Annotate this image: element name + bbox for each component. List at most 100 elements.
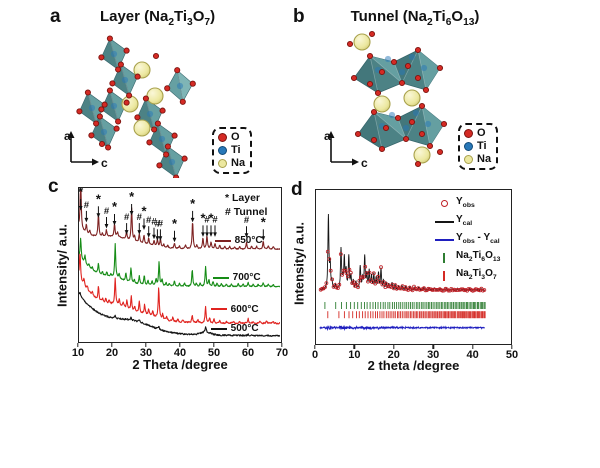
panel-a-axis-a-label: a bbox=[64, 129, 71, 143]
yobs-point bbox=[397, 286, 402, 291]
oxygen-atom bbox=[422, 86, 430, 94]
panel-b-letter: b bbox=[293, 6, 305, 27]
subscript-text: 7 bbox=[492, 274, 497, 281]
octahedron-edge bbox=[369, 55, 403, 84]
oxygen-atom bbox=[436, 64, 444, 72]
x-tick-mark bbox=[281, 343, 283, 347]
xrd-patterns-chart: *#*#*#*#*####***#*##* bbox=[79, 188, 280, 337]
octahedron-edge bbox=[373, 111, 383, 150]
refinement-legend-row: Yobs - Ycal bbox=[432, 231, 500, 248]
layer-peak-marker: * bbox=[208, 210, 214, 225]
x-tick-label: 70 bbox=[275, 347, 289, 359]
yobs-point bbox=[325, 249, 330, 254]
text-segment: Tunnel (Na bbox=[350, 8, 427, 25]
text-segment: - Y bbox=[474, 232, 491, 243]
sodium-atom bbox=[403, 89, 421, 107]
yobs-point bbox=[327, 257, 332, 261]
x-tick-label: 40 bbox=[173, 347, 187, 359]
yobs-point bbox=[376, 274, 380, 279]
tunnel-peak-marker: # bbox=[84, 200, 90, 211]
atom-legend-label: Ti bbox=[231, 144, 241, 156]
a-axis-arrowhead-icon bbox=[67, 131, 75, 138]
panel-d-y-axis-label: Intensity/ a.u. bbox=[291, 221, 307, 306]
series-color-line-icon bbox=[210, 308, 227, 310]
xrd-trace-850c bbox=[79, 189, 280, 250]
panel-d-plot: Yobs Ycal Yobs - Ycal Na2Ti6O13 Na2Ti3O7 bbox=[315, 189, 512, 345]
na-atom-icon bbox=[218, 159, 227, 168]
atom-legend-row: Na bbox=[218, 157, 245, 170]
x-tick-label: 30 bbox=[139, 347, 153, 359]
layer-peak-marker: * bbox=[96, 191, 102, 206]
temperature-text: 700°C bbox=[232, 272, 261, 284]
panel-d-letter: d bbox=[291, 179, 303, 200]
yobs-point bbox=[348, 270, 353, 275]
refinement-legend-label: Yobs bbox=[456, 195, 475, 212]
text-segment: ) bbox=[210, 8, 216, 25]
yobs-point bbox=[351, 280, 356, 285]
octahedron-face bbox=[418, 50, 440, 90]
panel-b-title: Tunnel (Na2Ti6O13) bbox=[325, 8, 505, 28]
panel-d-x-axis-ticks: 0 10 20 30 40 50 bbox=[312, 345, 518, 363]
panel-c-x-axis-ticks: 10 20 30 40 50 60 70 bbox=[72, 343, 288, 361]
panel-c-letter: c bbox=[48, 176, 59, 197]
panel-c-marker-legend: * Layer # Tunnel bbox=[225, 191, 267, 219]
peak-arrow-head-icon bbox=[124, 230, 129, 235]
titanium-atom bbox=[412, 109, 420, 117]
layer-peak-marker: * bbox=[200, 210, 206, 225]
octahedron-edge bbox=[369, 55, 379, 94]
text-segment: Y bbox=[456, 196, 463, 207]
x-tick-mark bbox=[247, 343, 249, 347]
panel-c-y-axis-label: Intensity/ a.u. bbox=[54, 223, 70, 308]
peak-arrow-head-icon bbox=[209, 232, 213, 237]
oxygen-atom bbox=[106, 87, 113, 94]
peak-arrow-head-icon bbox=[137, 230, 142, 235]
bragg-tick-icon bbox=[432, 252, 456, 263]
tunnel-peak-marker: # bbox=[137, 212, 143, 223]
layer-peak-marker: * bbox=[79, 188, 84, 199]
x-tick-mark bbox=[213, 343, 215, 347]
sodium-atom bbox=[133, 119, 151, 137]
yobs-point bbox=[366, 279, 370, 284]
subscript-text: 2 bbox=[468, 274, 473, 281]
text-segment: Y bbox=[456, 232, 463, 243]
legend-symbol bbox=[434, 238, 454, 241]
c-axis-arrowhead-icon bbox=[352, 158, 359, 166]
yobs-point bbox=[423, 288, 428, 293]
octahedron-edge bbox=[373, 111, 407, 140]
series-color-line-icon bbox=[212, 276, 229, 279]
oxygen-atom bbox=[98, 140, 106, 148]
panel-a-axes: a c bbox=[64, 129, 108, 170]
titanium-atom bbox=[424, 120, 432, 128]
peak-arrow-head-icon bbox=[190, 217, 195, 223]
tunnel-peak-marker: # bbox=[124, 212, 130, 223]
oxygen-atom bbox=[368, 30, 376, 38]
tunnel-peak-marker: # bbox=[244, 215, 250, 226]
x-tick-mark bbox=[111, 343, 113, 347]
layer-structure-drawing bbox=[76, 35, 196, 178]
titanium-atom bbox=[100, 128, 108, 136]
oxygen-atom bbox=[382, 124, 390, 132]
xrd-trace-500c bbox=[79, 291, 280, 337]
peak-arrow-head-icon bbox=[244, 233, 249, 238]
titanium-atom bbox=[168, 158, 176, 166]
titanium-atom bbox=[88, 104, 96, 112]
oxygen-atom bbox=[173, 174, 180, 178]
oxygen-atom bbox=[426, 142, 434, 150]
ti-atom-icon bbox=[464, 142, 473, 151]
oxygen-atom bbox=[378, 68, 386, 76]
panel-d-legend: Yobs Ycal Yobs - Ycal Na2Ti6O13 Na2Ti3O7 bbox=[432, 195, 500, 284]
panel-a-axis-c-label: c bbox=[101, 156, 108, 170]
oxygen-atom bbox=[414, 160, 422, 168]
titanium-atom bbox=[121, 76, 129, 84]
refinement-legend-row: Na2Ti3O7 bbox=[432, 267, 500, 284]
atom-legend-row: Ti bbox=[218, 144, 245, 157]
refinement-legend-label: Ycal bbox=[456, 213, 472, 230]
subscript-text: 3 bbox=[481, 274, 486, 281]
text-segment: Ti bbox=[432, 8, 446, 25]
series-color-line-icon bbox=[214, 239, 231, 242]
yobs-point bbox=[440, 288, 445, 293]
panel-c-plot: *#*#*#*#*####***#*##* * Layer # Tunnel 8… bbox=[78, 187, 282, 343]
octahedron-edge bbox=[397, 117, 407, 140]
titanium-atom bbox=[176, 82, 184, 90]
